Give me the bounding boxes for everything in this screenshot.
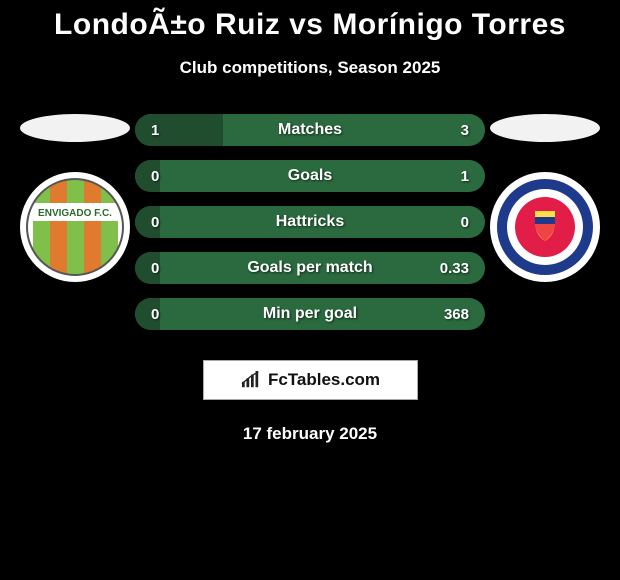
- stat-right-value: 368: [419, 306, 469, 323]
- stat-right-value: 1: [419, 168, 469, 185]
- stat-bar: 0Goals per match0.33: [135, 252, 485, 284]
- stat-label: Hattricks: [201, 213, 419, 231]
- stat-bar: 1Matches3: [135, 114, 485, 146]
- left-team-oval: [20, 114, 130, 142]
- page-subtitle: Club competitions, Season 2025: [0, 58, 620, 78]
- stat-left-value: 0: [151, 306, 201, 323]
- left-logo-text: ENVIGADO F.C.: [38, 208, 112, 219]
- chart-icon: [240, 371, 262, 389]
- stat-right-value: 3: [419, 122, 469, 139]
- stat-bar: 0Goals1: [135, 160, 485, 192]
- right-team-column: [485, 114, 605, 282]
- stat-label: Goals per match: [201, 259, 419, 277]
- stat-label: Matches: [201, 121, 419, 139]
- stat-right-value: 0.33: [419, 260, 469, 277]
- right-team-logo: [490, 172, 600, 282]
- envigado-logo-icon: ENVIGADO F.C.: [25, 177, 125, 277]
- brand-badge: FcTables.com: [203, 360, 418, 400]
- left-team-column: ENVIGADO F.C.: [15, 114, 135, 282]
- page-title: LondoÃ±o Ruiz vs Morínigo Torres: [0, 8, 620, 42]
- stat-bar: 0Min per goal368: [135, 298, 485, 330]
- stat-left-value: 0: [151, 260, 201, 277]
- stat-label: Goals: [201, 167, 419, 185]
- stat-left-value: 1: [151, 122, 201, 139]
- comparison-section: ENVIGADO F.C. 1Matches30Goals10Hattricks…: [0, 114, 620, 330]
- date-text: 17 february 2025: [0, 424, 620, 444]
- stat-bars: 1Matches30Goals10Hattricks00Goals per ma…: [135, 114, 485, 330]
- infographic-root: LondoÃ±o Ruiz vs Morínigo Torres Club co…: [0, 0, 620, 444]
- stat-left-value: 0: [151, 168, 201, 185]
- stat-label: Min per goal: [201, 305, 419, 323]
- stat-left-value: 0: [151, 214, 201, 231]
- right-team-oval: [490, 114, 600, 142]
- left-team-logo: ENVIGADO F.C.: [20, 172, 130, 282]
- stat-bar: 0Hattricks0: [135, 206, 485, 238]
- brand-text: FcTables.com: [268, 370, 380, 390]
- stat-right-value: 0: [419, 214, 469, 231]
- pasto-logo-icon: [495, 177, 595, 277]
